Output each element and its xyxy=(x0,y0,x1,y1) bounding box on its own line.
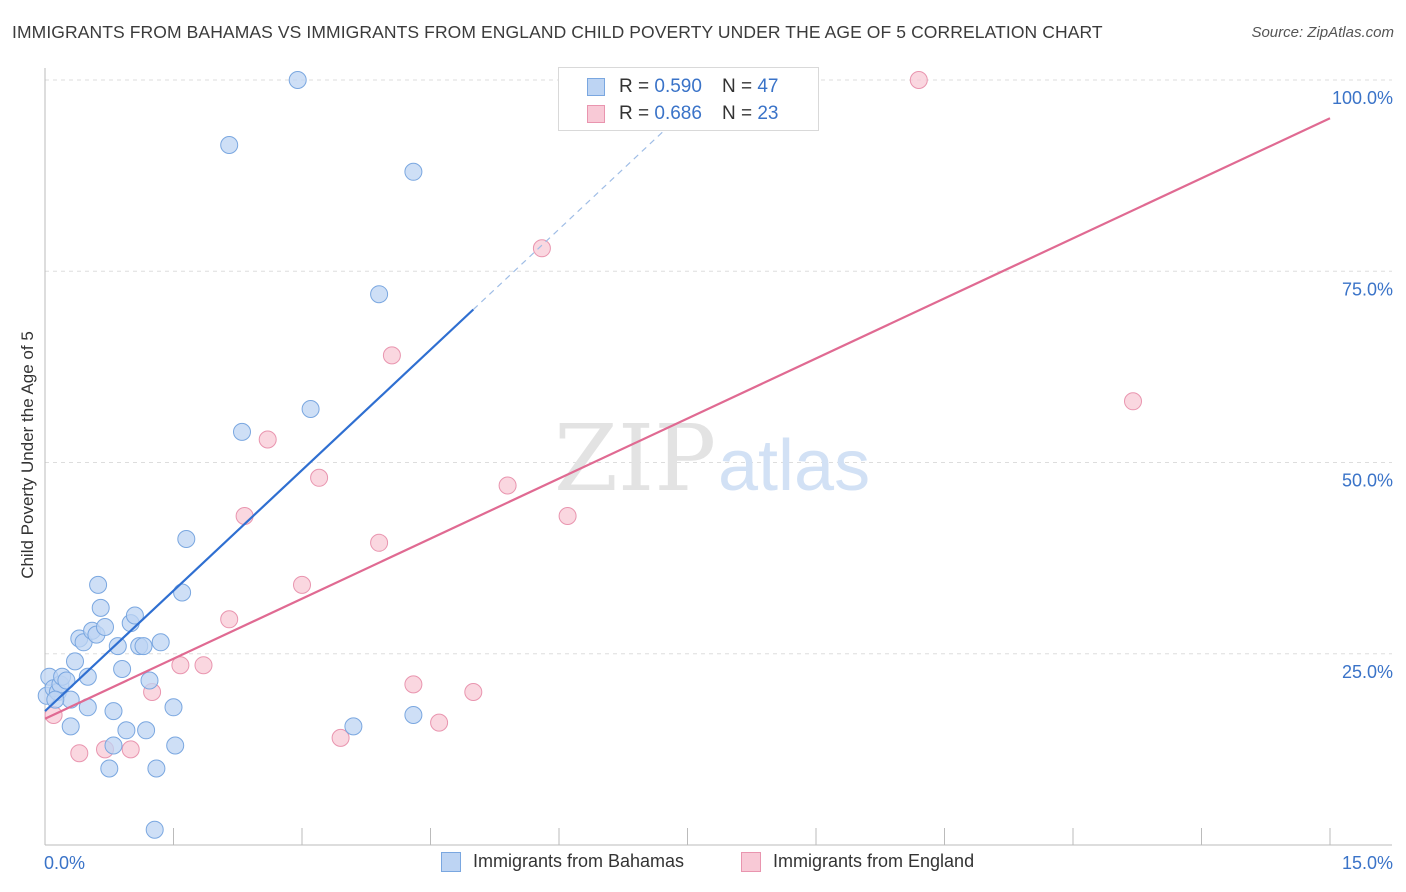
legend-r-value: 0.686 xyxy=(654,103,702,124)
legend-swatch-bahamas xyxy=(587,78,605,96)
bahamas-point xyxy=(66,652,84,671)
bahamas-point xyxy=(78,667,97,686)
bahamas-point xyxy=(301,400,320,418)
bahamas-point xyxy=(57,671,76,690)
bahamas-point xyxy=(220,136,239,154)
grid-lines xyxy=(45,79,1392,655)
trend-lines xyxy=(44,68,1331,720)
bahamas-point xyxy=(125,606,144,625)
bahamas-point xyxy=(117,721,136,740)
chart-title: IMMIGRANTS FROM BAHAMAS VS IMMIGRANTS FR… xyxy=(12,22,1103,42)
england-point xyxy=(310,468,329,487)
legend-r-value: 0.590 xyxy=(654,76,702,97)
bahamas-point xyxy=(404,706,423,724)
legend-row-england: R = 0.686 N = 23 xyxy=(587,102,778,126)
tick-labels: 25.0% 50.0% 75.0% 100.0% 0.0% 15.0% xyxy=(44,88,1393,873)
y-tick-label: 25.0% xyxy=(1342,662,1393,682)
bahamas-point xyxy=(89,575,108,594)
england-point xyxy=(235,507,254,525)
bahamas-point xyxy=(91,598,110,617)
legend-swatch-england xyxy=(587,105,605,123)
england-point xyxy=(70,744,89,763)
legend-row-bahamas: R = 0.590 N = 47 xyxy=(587,75,778,99)
bottom-legend-swatch-england xyxy=(741,851,761,872)
england-point xyxy=(532,239,551,258)
england-point xyxy=(370,533,389,552)
england-point xyxy=(382,346,401,365)
bahamas-point xyxy=(100,759,119,778)
legend-n-label: N = xyxy=(721,76,753,97)
bahamas-point xyxy=(147,759,166,778)
watermark: ZIP atlas xyxy=(554,405,870,512)
bahamas-point xyxy=(137,721,156,740)
england-point xyxy=(194,656,213,675)
correlation-legend: R = 0.590 N = 47 R = 0.686 N = 23 xyxy=(558,67,819,131)
bottom-legend-label-england: Immigrants from England xyxy=(773,851,975,871)
bahamas-point xyxy=(104,702,123,721)
england-trend-line xyxy=(44,117,1331,720)
bottom-legend-label-bahamas: Immigrants from Bahamas xyxy=(473,851,685,871)
bahamas-point xyxy=(46,690,65,709)
legend-n-label: N = xyxy=(721,103,753,124)
bahamas-point xyxy=(96,618,114,636)
bahamas-point xyxy=(104,736,123,755)
watermark-zip: ZIP xyxy=(554,405,716,512)
x-tick-label-right: 15.0% xyxy=(1342,853,1393,873)
legend-r-label: R = xyxy=(619,76,650,97)
england-point xyxy=(404,675,423,694)
bahamas-point xyxy=(108,637,127,656)
x-tick-label-left: 0.0% xyxy=(44,853,85,873)
bahamas-point xyxy=(140,671,159,690)
bahamas-point xyxy=(233,422,251,441)
bahamas-point xyxy=(61,717,80,736)
bahamas-point xyxy=(370,285,389,304)
bahamas-point xyxy=(113,660,132,678)
bahamas-point xyxy=(134,637,153,656)
bahamas-point xyxy=(177,530,196,548)
bahamas-point xyxy=(404,162,423,181)
watermark-atlas: atlas xyxy=(718,426,870,506)
source-label: Source: ZipAtlas.com xyxy=(1251,24,1394,41)
bahamas-point xyxy=(166,736,185,755)
england-point xyxy=(258,430,277,449)
bahamas-point xyxy=(173,583,192,602)
england-point xyxy=(1124,392,1142,411)
bahamas-point xyxy=(288,71,307,89)
bahamas-point xyxy=(344,717,363,736)
bahamas-point xyxy=(164,698,183,717)
england-point xyxy=(430,713,449,732)
legend-r-label: R = xyxy=(619,103,650,124)
england-point xyxy=(220,610,239,629)
england-point xyxy=(331,728,350,747)
legend-n-value: 47 xyxy=(757,76,779,97)
bahamas-point xyxy=(145,820,164,839)
england-point xyxy=(293,575,311,594)
england-point xyxy=(558,507,577,525)
y-tick-label: 50.0% xyxy=(1342,471,1393,491)
legend-n-value: 23 xyxy=(757,103,779,124)
y-tick-label: 100.0% xyxy=(1332,88,1393,108)
england-point xyxy=(121,740,140,759)
england-point xyxy=(464,683,483,701)
england-point xyxy=(909,71,928,89)
bottom-legend-england: Immigrants from England xyxy=(741,851,974,872)
bottom-legend-swatch-bahamas xyxy=(441,851,461,872)
bahamas-point xyxy=(151,633,170,652)
y-tick-label: 75.0% xyxy=(1342,279,1393,299)
bahamas-trend-extension xyxy=(472,68,731,310)
bahamas-points xyxy=(37,71,423,839)
bottom-legend-bahamas: Immigrants from Bahamas xyxy=(441,851,684,872)
england-point xyxy=(498,476,517,495)
bahamas-trend-line xyxy=(44,308,475,712)
